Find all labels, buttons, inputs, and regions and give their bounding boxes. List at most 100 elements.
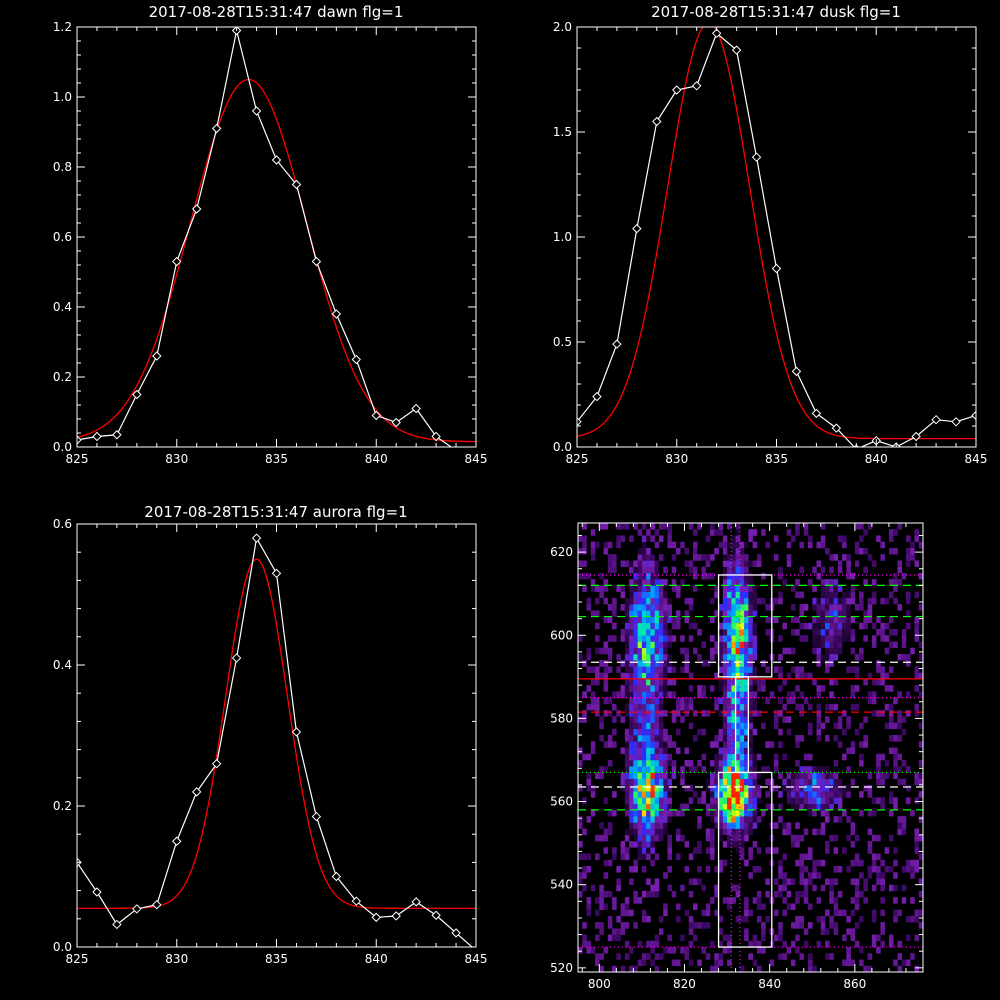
data-point xyxy=(132,904,142,914)
heatmap-cell xyxy=(599,922,604,929)
heatmap-cell xyxy=(658,703,664,711)
heatmap-cell xyxy=(744,766,749,773)
heatmap-cell xyxy=(680,697,685,705)
heatmap-cell xyxy=(795,529,800,536)
heatmap-cell xyxy=(803,791,809,798)
heatmap-cell xyxy=(654,647,660,655)
heatmap-cell xyxy=(658,697,664,705)
heatmap-cell xyxy=(816,778,822,786)
heatmap-cell xyxy=(744,822,749,829)
heatmap-cell xyxy=(816,710,822,717)
heatmap-cell xyxy=(825,610,830,617)
y-tick-label: 0.0 xyxy=(53,440,72,454)
heatmap-cell xyxy=(620,772,626,779)
heatmap-cell xyxy=(803,635,809,642)
heatmap-cell xyxy=(675,728,681,736)
heatmap-cell xyxy=(624,660,630,667)
heatmap-cell xyxy=(718,660,724,667)
heatmap-cell xyxy=(871,809,877,817)
heatmap-cell xyxy=(731,547,736,555)
heatmap-cell xyxy=(884,722,890,730)
heatmap-cell xyxy=(633,816,638,823)
heatmap-cell xyxy=(803,523,809,530)
heatmap-cell xyxy=(790,697,796,705)
heatmap-cell xyxy=(693,585,698,592)
heatmap-cell xyxy=(680,716,685,723)
heatmap-cell xyxy=(650,735,655,742)
heatmap-cell xyxy=(641,591,647,599)
heatmap-cell xyxy=(603,741,609,748)
heatmap-cell xyxy=(893,897,898,904)
data-point xyxy=(371,912,381,923)
heatmap-cell xyxy=(641,728,647,736)
heatmap-cell xyxy=(863,635,868,642)
heatmap-cell xyxy=(603,641,609,649)
heatmap-cell xyxy=(718,797,724,804)
data-point xyxy=(291,727,302,737)
heatmap-cell xyxy=(773,716,779,723)
heatmap-cell xyxy=(893,722,898,730)
data-point xyxy=(351,896,362,906)
heatmap-cell xyxy=(765,878,770,885)
heatmap-cell xyxy=(731,816,736,823)
heatmap-cell xyxy=(884,865,890,873)
heatmap-cell xyxy=(786,822,792,829)
heatmap-cell xyxy=(680,666,685,673)
heatmap-cell xyxy=(744,691,749,698)
heatmap-cell xyxy=(650,816,655,823)
heatmap-cell xyxy=(859,809,864,817)
heatmap-cell xyxy=(752,529,758,536)
data-point xyxy=(391,417,401,428)
heatmap-cell xyxy=(658,741,664,748)
heatmap-cell xyxy=(646,554,651,561)
heatmap-cell xyxy=(637,685,643,692)
heatmap-cell xyxy=(624,940,630,948)
heatmap-cell xyxy=(705,865,711,873)
heatmap-cell xyxy=(654,641,660,649)
heatmap-cell xyxy=(646,784,651,792)
heatmap-cell xyxy=(748,828,753,836)
x-tick-label: 825 xyxy=(66,452,89,466)
heatmap-cell xyxy=(629,735,634,742)
heatmap-cell xyxy=(701,909,707,917)
heatmap-cell xyxy=(620,922,626,929)
heatmap-cell xyxy=(761,922,766,929)
heatmap-cell xyxy=(727,691,732,698)
heatmap-cell xyxy=(646,585,651,592)
heatmap-cell xyxy=(727,947,732,954)
data-point xyxy=(411,403,421,414)
heatmap-cell xyxy=(641,597,647,605)
heatmap-cell xyxy=(590,691,596,698)
heatmap-cell xyxy=(641,791,647,798)
heatmap-cell xyxy=(880,710,885,717)
heatmap-cell xyxy=(667,541,672,549)
heatmap-cell xyxy=(735,797,741,804)
heatmap-cell xyxy=(914,859,920,867)
heatmap-cell xyxy=(790,778,796,786)
heatmap-cell xyxy=(620,672,626,680)
heatmap-cell xyxy=(701,884,707,892)
heatmap-cell xyxy=(578,572,583,580)
data-point xyxy=(191,787,202,797)
heatmap-cell xyxy=(658,797,664,804)
heatmap-cell xyxy=(803,622,809,630)
plot-area-dusk xyxy=(577,27,976,447)
heatmap-cell xyxy=(646,940,651,948)
heatmap-cell xyxy=(748,697,753,705)
heatmap-cell xyxy=(654,822,660,829)
heatmap-cell xyxy=(731,759,736,767)
heatmap-cell xyxy=(620,928,626,935)
heatmap-cell xyxy=(829,897,834,904)
heatmap-cell xyxy=(752,822,758,829)
heatmap-cell xyxy=(888,716,894,723)
heatmap-cell xyxy=(688,784,694,792)
heatmap-cell xyxy=(629,803,634,811)
heatmap-cell xyxy=(880,859,885,867)
heatmap-cell xyxy=(646,697,651,705)
heatmap-cell xyxy=(820,591,826,599)
heatmap-cell xyxy=(722,766,728,773)
heatmap-cell xyxy=(842,809,847,817)
heatmap-cell xyxy=(705,784,711,792)
heatmap-cell xyxy=(850,691,856,698)
heatmap-cell xyxy=(697,629,702,636)
